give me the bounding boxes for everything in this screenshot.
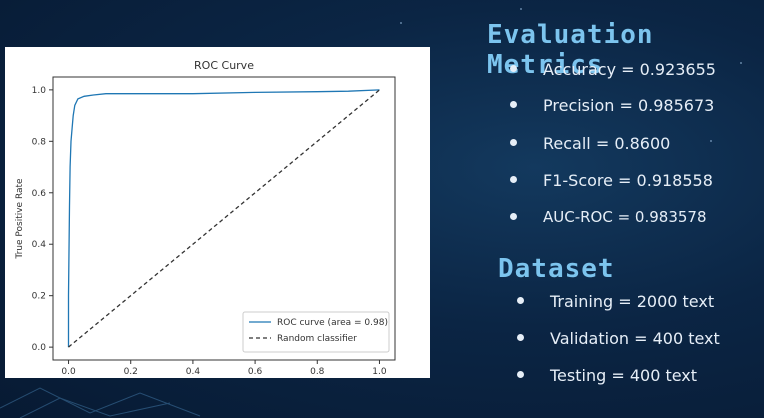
y-tick-label: 0.0 <box>32 343 47 353</box>
legend-label: ROC curve (area = 0.98) <box>277 318 388 328</box>
bullet-icon <box>517 371 524 378</box>
metrics-list: Accuracy = 0.923655 Precision = 0.985673… <box>510 60 760 230</box>
star-dot <box>400 22 402 24</box>
y-axis-label: True Positive Rate <box>15 178 25 260</box>
dataset-list: Training = 2000 text Validation = 400 te… <box>517 292 757 392</box>
metrics-heading: Evaluation Metrics <box>487 20 654 80</box>
x-tick-label: 1.0 <box>372 367 387 377</box>
roc-chart-svg: ROC Curve 0.0 0.2 0.4 0.6 0.8 1.0 0.0 0.2 0.4 0.6 0… <box>15 59 396 377</box>
x-tick-label: 0.8 <box>310 367 325 377</box>
bullet-icon <box>517 297 524 304</box>
bullet-icon <box>510 176 517 183</box>
y-tick-label: 0.2 <box>32 292 46 302</box>
y-tick-label: 1.0 <box>32 86 47 96</box>
x-tick-label: 0.2 <box>124 367 138 377</box>
x-tick-label: 0.0 <box>61 367 76 377</box>
star-dot <box>520 8 522 10</box>
roc-curve-line <box>67 89 380 348</box>
star-dot <box>740 62 742 64</box>
chart-title: ROC Curve <box>194 59 254 72</box>
y-tick-label: 0.8 <box>32 137 47 147</box>
x-tick-label: 0.6 <box>248 367 263 377</box>
plot-frame <box>52 76 396 361</box>
legend-label: Random classifier <box>277 334 357 344</box>
y-tick-label: 0.4 <box>32 240 47 250</box>
network-decoration <box>0 387 201 418</box>
bullet-icon <box>510 213 517 220</box>
roc-chart: ROC Curve 0.0 0.2 0.4 0.6 0.8 1.0 0.0 0.2 0.4 0.6 0… <box>5 47 430 378</box>
bullet-icon <box>510 139 517 146</box>
legend-box <box>242 311 390 353</box>
bullet-icon <box>510 65 517 72</box>
x-tick-label: 0.4 <box>186 367 201 377</box>
bullet-icon <box>510 101 517 108</box>
y-tick-label: 0.6 <box>32 189 47 199</box>
bullet-icon <box>517 334 524 341</box>
random-classifier-line <box>68 89 380 348</box>
star-dot <box>710 140 712 142</box>
dataset-heading: Dataset <box>498 254 615 284</box>
